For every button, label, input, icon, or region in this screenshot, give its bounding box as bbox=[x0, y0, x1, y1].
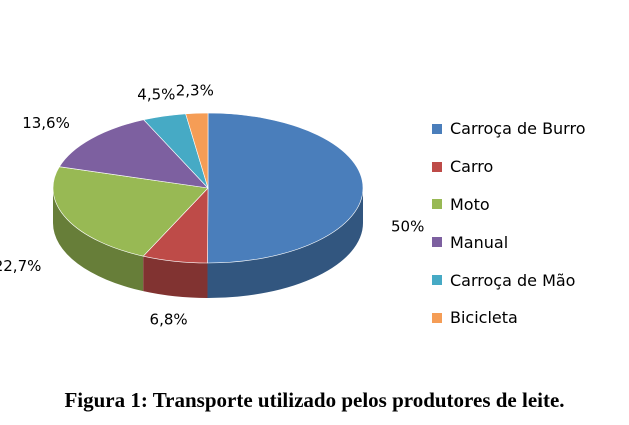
data-label-manual: 13,6% bbox=[22, 114, 70, 132]
legend-item-moto: Moto bbox=[432, 186, 586, 224]
slice-carroca-de-burro bbox=[207, 112, 363, 264]
legend-item-carroca-de-burro: Carroça de Burro bbox=[432, 110, 586, 148]
legend-label: Manual bbox=[450, 232, 509, 252]
legend: Carroça de Burro Carro Moto Manual Carroça d… bbox=[432, 110, 586, 337]
legend-label: Bicicleta bbox=[450, 308, 518, 328]
slice-moto bbox=[52, 166, 209, 257]
data-label-carroca-de-burro: 50% bbox=[391, 218, 424, 236]
data-label-carro: 6,8% bbox=[150, 310, 188, 328]
slice-manual bbox=[58, 119, 209, 189]
legend-label: Moto bbox=[450, 194, 490, 214]
pie-labels: 50% 6,8% 22,7% 13,6% 4,5%2,3% bbox=[0, 82, 424, 329]
pie-sides bbox=[52, 188, 363, 299]
legend-swatch bbox=[432, 275, 442, 286]
legend-swatch bbox=[432, 199, 442, 210]
legend-swatch bbox=[432, 161, 442, 172]
legend-item-bicicleta: Bicicleta bbox=[432, 299, 586, 337]
legend-label: Carro bbox=[450, 157, 494, 177]
slice-side-moto bbox=[52, 188, 144, 292]
legend-item-carro: Carro bbox=[432, 148, 586, 186]
slice-side-carro bbox=[143, 256, 208, 298]
legend-label: Carroça de Burro bbox=[450, 119, 586, 139]
data-label-carroca-de-mao: 4,5% bbox=[137, 85, 175, 103]
slice-bicicleta bbox=[185, 112, 209, 189]
slice-side-carroca-de-burro bbox=[207, 188, 363, 299]
legend-swatch bbox=[432, 312, 442, 323]
figure-caption: Figura 1: Transporte utilizado pelos pro… bbox=[64, 388, 565, 412]
legend-item-manual: Manual bbox=[432, 223, 586, 261]
data-label-bicicleta: 2,3% bbox=[176, 82, 214, 100]
legend-item-carroca-de-mao: Carroça de Mão bbox=[432, 261, 586, 299]
legend-label: Carroça de Mão bbox=[450, 270, 576, 290]
legend-swatch bbox=[432, 123, 442, 134]
pie-tops bbox=[52, 112, 363, 264]
legend-swatch bbox=[432, 237, 442, 248]
data-label-moto: 22,7% bbox=[0, 257, 41, 275]
